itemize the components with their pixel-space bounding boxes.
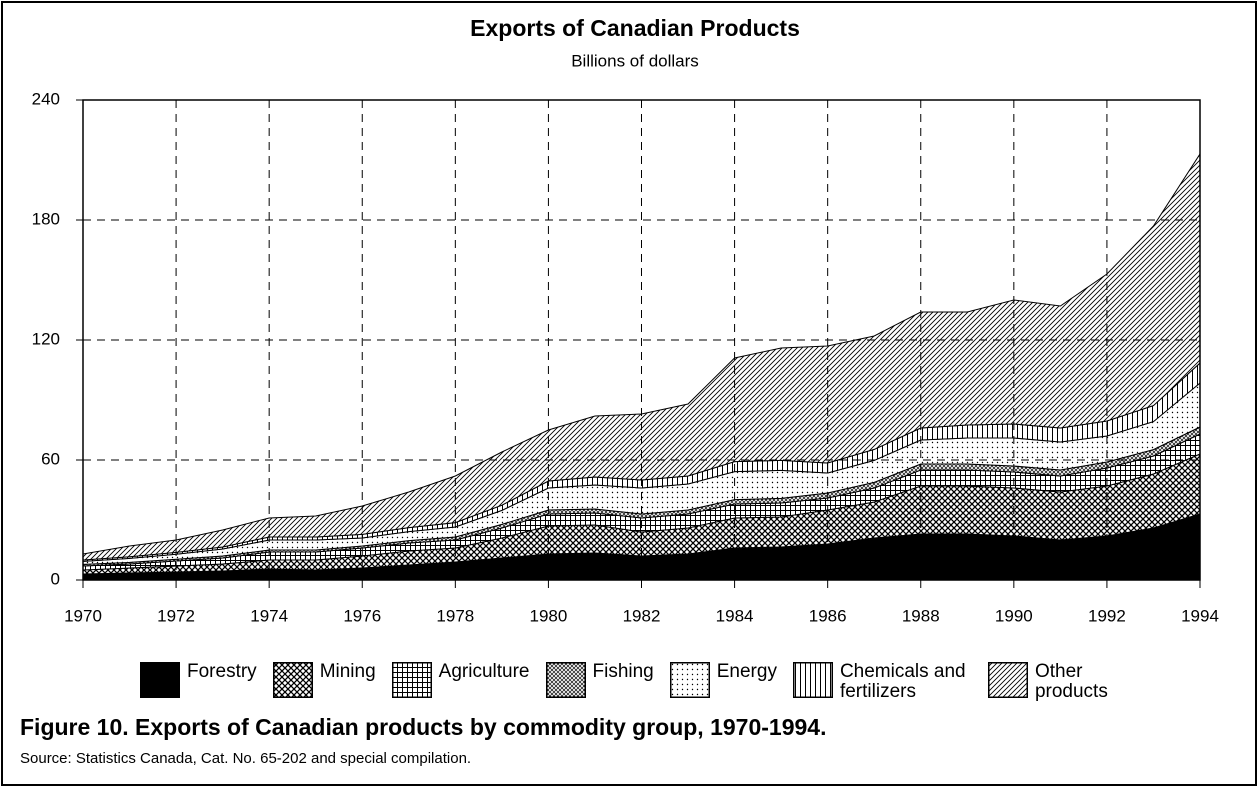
chart-title: Exports of Canadian Products: [470, 15, 800, 41]
x-tick-label: 1988: [902, 606, 940, 625]
legend: Forestry Mining Agriculture Fishing Energy Ch…: [140, 662, 1140, 702]
legend-label: Agriculture: [438, 661, 530, 682]
x-tick-label: 1974: [250, 606, 288, 625]
legend-item: Agriculture: [391, 661, 530, 698]
legend-swatch-fill: [987, 662, 1028, 698]
chart-subtitle: Billions of dollars: [571, 51, 699, 70]
legend-label: Chemicals and fertilizers: [839, 661, 966, 702]
legend-item: Chemicals and fertilizers: [792, 661, 972, 702]
x-tick-label: 1986: [809, 606, 847, 625]
legend-label: Energy: [716, 661, 777, 682]
legend-label: Forestry: [187, 661, 257, 682]
x-tick-label: 1972: [157, 606, 195, 625]
x-tick-label: 1976: [343, 606, 381, 625]
legend-swatch-fill: [391, 662, 432, 698]
legend-label: Fishing: [592, 661, 654, 682]
plot-border: [82, 99, 1201, 581]
legend-swatch: [391, 662, 432, 698]
source: Source: Statistics Canada, Cat. No. 65-2…: [20, 750, 472, 767]
x-tick-label: 1990: [995, 606, 1033, 625]
y-tick-label: 60: [41, 449, 60, 468]
legend-swatch-fill: [545, 662, 586, 698]
y-tick-label: 180: [32, 209, 60, 228]
legend-swatch-fill: [792, 662, 833, 698]
x-tick-label: 1980: [530, 606, 568, 625]
legend-item: Fishing: [545, 661, 654, 698]
legend-swatch: [272, 662, 313, 698]
legend-swatch-fill: [272, 662, 313, 698]
legend-item: Mining: [272, 661, 376, 698]
legend-swatch-fill: [140, 662, 180, 698]
legend-label: Mining: [319, 661, 376, 682]
legend-swatch: [545, 662, 586, 698]
x-tick-label: 1994: [1181, 606, 1219, 625]
legend-item: Forestry: [140, 662, 257, 698]
legend-swatch: [792, 662, 833, 698]
legend-swatch-fill: [669, 662, 710, 698]
legend-swatch: [987, 662, 1028, 698]
legend-swatch: [669, 662, 710, 698]
legend-item: Energy: [669, 661, 777, 698]
y-tick-label: 240: [32, 89, 60, 108]
x-tick-label: 1982: [623, 606, 661, 625]
x-tick-label: 1970: [64, 606, 102, 625]
y-tick-label: 0: [51, 569, 60, 588]
y-tick-label: 120: [32, 329, 60, 348]
legend-label: Other products: [1034, 661, 1108, 702]
legend-item: Other products: [987, 661, 1125, 702]
x-tick-label: 1984: [716, 606, 754, 625]
x-tick-label: 1992: [1088, 606, 1126, 625]
legend-swatch: [140, 662, 180, 698]
caption: Figure 10. Exports of Canadian products …: [20, 714, 827, 740]
x-tick-label: 1978: [436, 606, 474, 625]
